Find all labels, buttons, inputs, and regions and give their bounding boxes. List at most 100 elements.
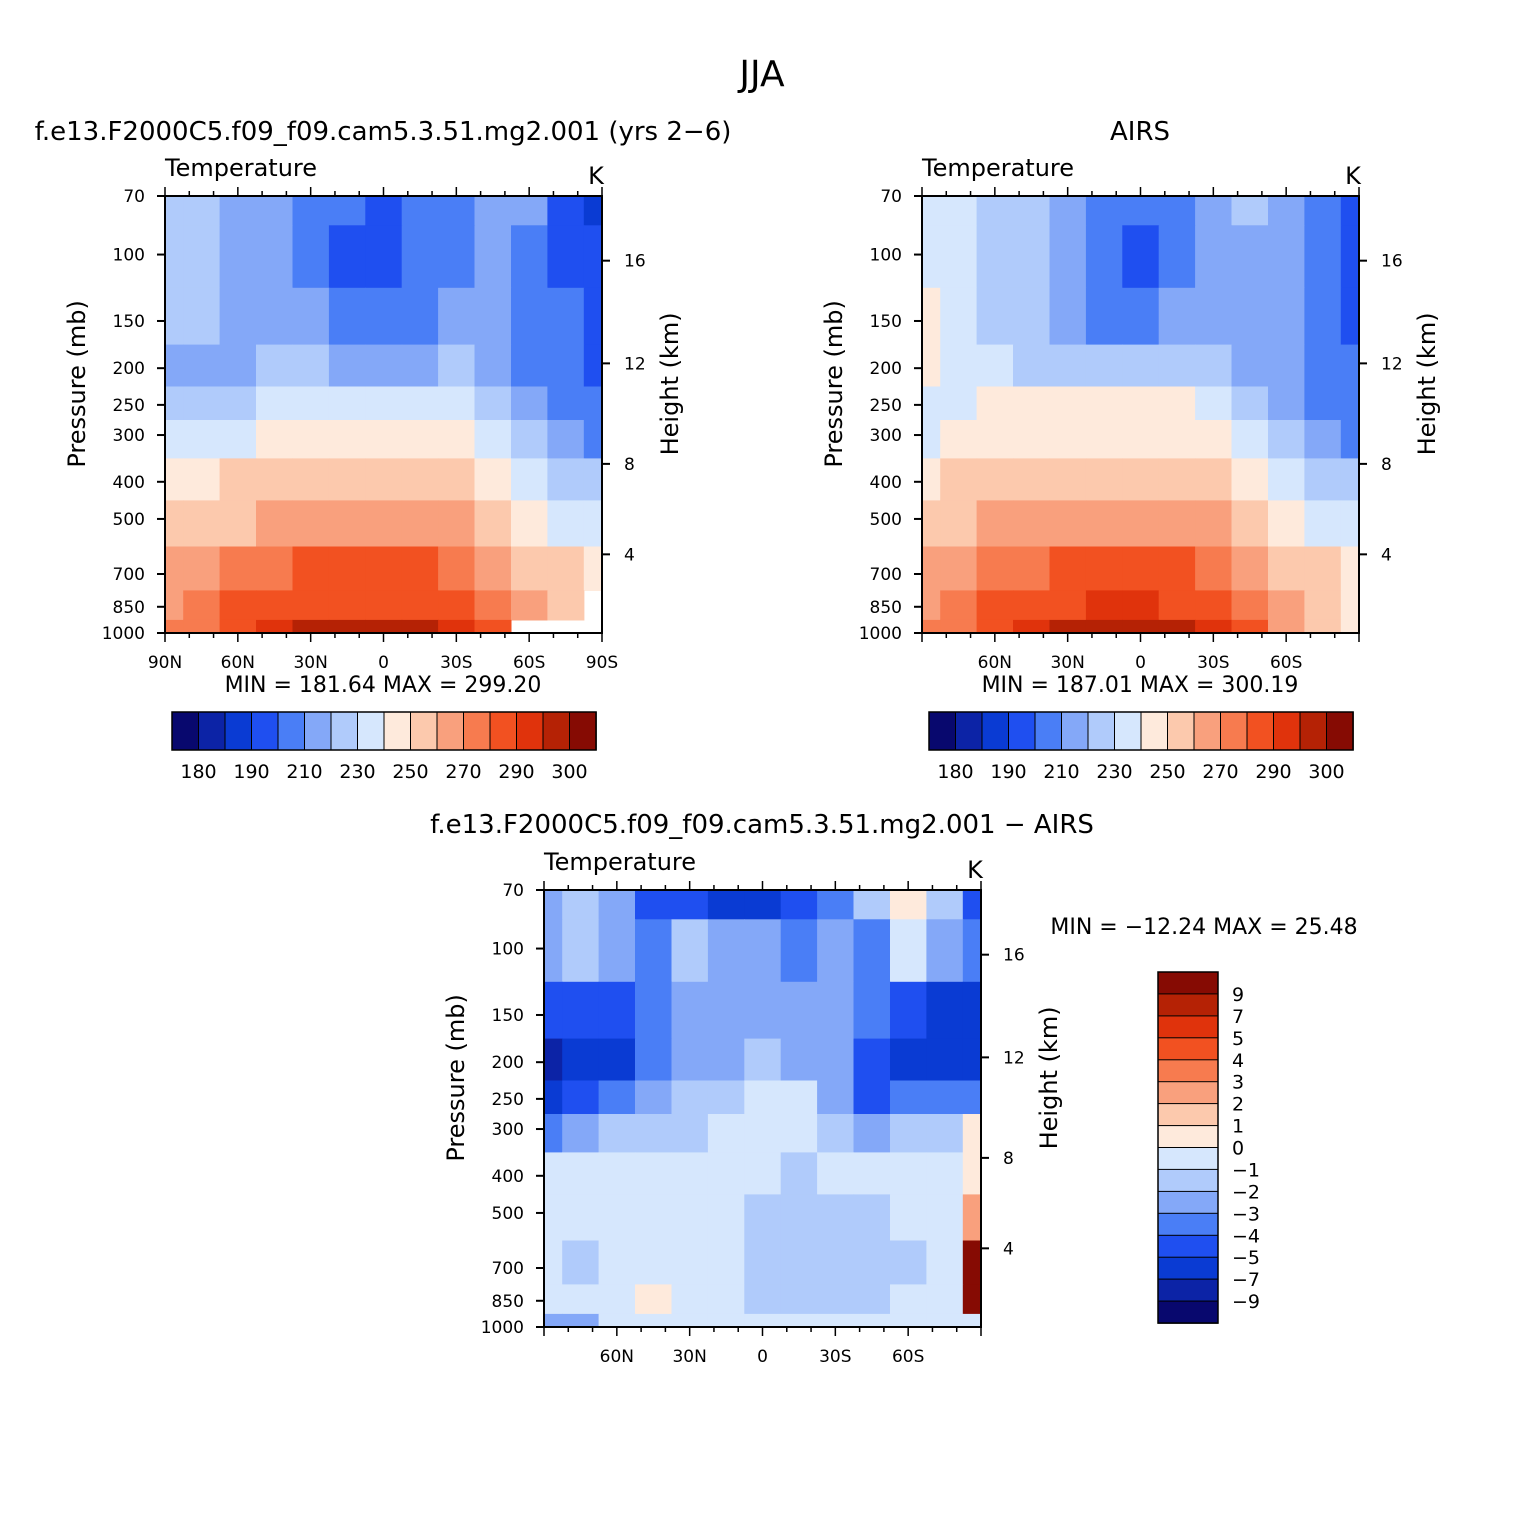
diff-heatmap-cell [744,919,782,983]
diff-heatmap-cell [635,1038,672,1082]
diff-heatmap-cell [562,1194,600,1242]
diff-height-axis-title: Height (km) [1035,1006,1063,1149]
obs-pressure-tick-label: 250 [870,396,902,416]
model-panel: 70 100 150 200 250 300 400 500 700 850 1000 16 12 8 4 9… [63,154,684,673]
model-pressure-tick-label: 250 [113,396,145,416]
model-heatmap-cell [547,344,585,388]
model-heatmap-cell [219,287,257,346]
obs-heatmap-cell [1158,420,1196,460]
model-heatmap-cell [583,386,603,421]
obs-colorbar-swatch [1167,711,1195,751]
model-lat-tick-label: 60N [221,653,255,673]
diff-colorbar-label: −4 [1232,1225,1260,1247]
model-heatmap-cell [474,500,512,548]
diff-heatmap-cell [562,1038,600,1082]
diff-heatmap-cell [780,1240,818,1285]
model-colorbar-swatch [357,711,385,751]
obs-heatmap-cell [940,386,978,421]
diff-heatmap-cell [671,1284,709,1315]
diff-heatmap-cell [890,890,927,920]
diff-heatmap-cell [598,1152,636,1195]
diff-colorbar-label: 4 [1232,1050,1244,1072]
model-heatmap-cell [219,458,257,501]
obs-heatmap-cell [922,590,941,621]
model-heatmap-cell [256,590,293,621]
model-lat-tick-label: 60S [513,653,545,673]
model-heatmap-cell [365,546,403,591]
diff-heatmap-cell [890,1240,927,1285]
diff-heatmap-cell [853,1114,891,1154]
obs-heatmap-cell [922,386,941,421]
model-colorbar-label: 210 [286,761,322,783]
diff-pressure-tick-label: 400 [492,1167,524,1187]
obs-pressure-tick-label: 500 [870,510,902,530]
diff-heatmap-cell [926,1284,964,1315]
obs-heatmap-cell [1195,619,1233,634]
diff-heatmap-cell [544,1080,563,1115]
obs-height-axis-title: Height (km) [1413,312,1441,455]
model-heatmap-cell [165,344,184,388]
obs-colorbar-label: 230 [1096,761,1132,783]
obs-pressure-axis-title: Pressure (mb) [820,300,848,467]
model-heatmap-cell [292,458,330,501]
obs-heatmap-cell [922,458,941,501]
diff-heatmap-cell [962,981,982,1040]
obs-heatmap-cell [1049,590,1087,621]
obs-lat-tick-label: 30N [1050,653,1084,673]
diff-stats: MIN = −12.24 MAX = 25.48 [1050,915,1357,940]
obs-heatmap-cell [976,590,1014,621]
obs-heatmap-cell [1049,196,1087,226]
diff-height-tick-label: 16 [1003,946,1025,966]
model-lat-tick-label: 90N [148,653,182,673]
diff-colorbar-swatch [1157,1037,1219,1061]
diff-heatmap-cell [707,919,745,983]
obs-heatmap-cell [1195,420,1233,460]
model-heatmap-cell [547,590,585,621]
obs-heatmap-cell [1231,546,1269,591]
diff-heatmap-cell [926,919,964,983]
model-colorbar-label: 290 [498,761,534,783]
obs-heatmap-cell [1122,420,1160,460]
diff-colorbar-label: −3 [1232,1203,1260,1225]
diff-heatmap-cell [598,1114,636,1154]
diff-heatmap-cell [890,1114,927,1154]
diff-heatmap-cell [780,1114,818,1154]
obs-heatmap-cell [1049,458,1087,501]
obs-heatmap-cell [1013,420,1050,460]
model-colorbar-swatch [436,711,465,751]
diff-heatmap-cell [707,1038,745,1082]
diff-pressure-tick-label: 100 [492,940,524,960]
model-stats: MIN = 181.64 MAX = 299.20 [225,673,542,698]
obs-stats: MIN = 187.01 MAX = 300.19 [982,673,1299,698]
diff-heatmap-cell [962,1152,982,1195]
diff-heatmap-cell [598,919,636,983]
obs-heatmap-cell [1158,458,1196,501]
obs-heatmap-cell [1013,500,1050,548]
obs-units-label: K [1345,162,1362,190]
diff-heatmap-cell [926,1114,964,1154]
diff-heatmap-cell [853,1313,891,1328]
model-colorbar-frame [171,711,597,751]
model-heatmap-cell [401,386,439,421]
diff-colorbar-label: 0 [1232,1138,1244,1160]
diff-pressure-tick-label: 500 [492,1204,524,1224]
obs-heatmap-cell [1304,420,1342,460]
obs-heatmap-cell [1231,420,1269,460]
obs-heatmap-cell [1122,500,1160,548]
model-heatmap-cell [365,590,403,621]
model-height-tick-label: 4 [624,545,635,565]
diff-colorbar-swatch [1157,1147,1219,1171]
diff-heatmap-cell [744,890,782,920]
obs-colorbar-swatch [1114,711,1142,751]
diff-heatmap-cell [562,1313,600,1328]
diff-pressure-axis-title: Pressure (mb) [442,994,470,1161]
obs-colorbar-swatch [1246,711,1275,751]
obs-heatmap-cell [1085,500,1123,548]
diff-panel-title: f.e13.F2000C5.f09_f09.cam5.3.51.mg2.001 … [430,810,1094,840]
model-heatmap-cell [328,344,366,388]
diff-heatmap-cell [890,1152,927,1195]
model-heatmap-cell [183,546,221,591]
diff-heatmap-cell [926,1080,964,1115]
model-colorbar-swatch [171,711,200,751]
model-heatmap-cell [511,420,548,460]
